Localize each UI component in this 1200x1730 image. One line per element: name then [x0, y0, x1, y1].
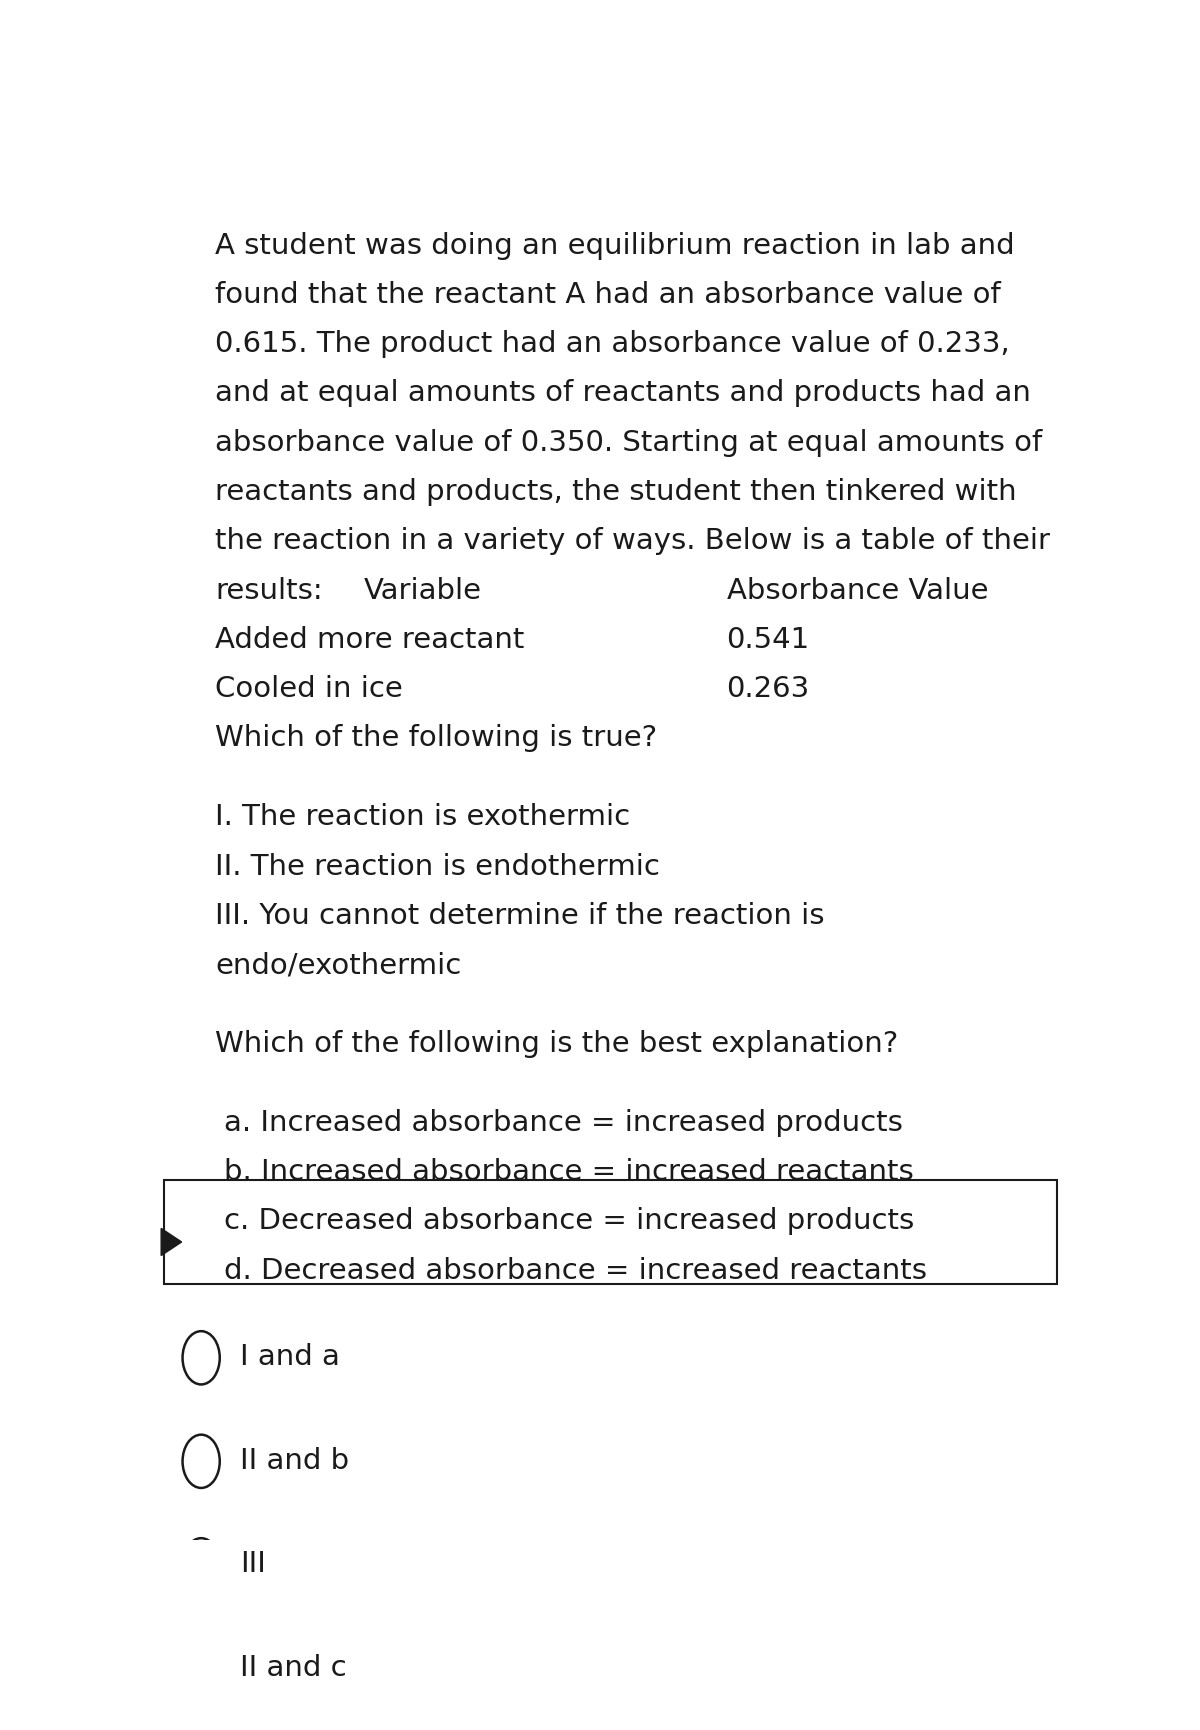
Text: 0.263: 0.263: [727, 675, 810, 702]
Text: the reaction in a variety of ways. Below is a table of their: the reaction in a variety of ways. Below…: [215, 528, 1050, 555]
Text: III. You cannot determine if the reaction is: III. You cannot determine if the reactio…: [215, 901, 824, 931]
Text: Which of the following is true?: Which of the following is true?: [215, 725, 658, 753]
Text: endo/exothermic: endo/exothermic: [215, 952, 461, 979]
Text: II and c: II and c: [240, 1654, 347, 1682]
Text: b. Increased absorbance = increased reactants: b. Increased absorbance = increased reac…: [224, 1157, 914, 1187]
Text: Added more reactant: Added more reactant: [215, 626, 524, 654]
Polygon shape: [161, 1228, 181, 1256]
Text: found that the reactant A had an absorbance value of: found that the reactant A had an absorba…: [215, 280, 1001, 310]
Text: results:: results:: [215, 576, 323, 604]
Text: d. Decreased absorbance = increased reactants: d. Decreased absorbance = increased reac…: [224, 1256, 928, 1285]
Text: Variable: Variable: [364, 576, 482, 604]
Text: II. The reaction is endothermic: II. The reaction is endothermic: [215, 853, 660, 881]
Text: and at equal amounts of reactants and products had an: and at equal amounts of reactants and pr…: [215, 379, 1031, 408]
Text: III: III: [240, 1550, 266, 1578]
Text: 0.541: 0.541: [727, 626, 810, 654]
Text: Absorbance Value: Absorbance Value: [727, 576, 988, 604]
Bar: [164, 1180, 1057, 1284]
Text: II and b: II and b: [240, 1446, 349, 1474]
Text: Which of the following is the best explanation?: Which of the following is the best expla…: [215, 1029, 899, 1059]
Text: c. Decreased absorbance = increased products: c. Decreased absorbance = increased prod…: [224, 1208, 914, 1235]
Text: Cooled in ice: Cooled in ice: [215, 675, 403, 702]
Text: reactants and products, the student then tinkered with: reactants and products, the student then…: [215, 477, 1016, 505]
Text: 0.615. The product had an absorbance value of 0.233,: 0.615. The product had an absorbance val…: [215, 330, 1010, 358]
Text: absorbance value of 0.350. Starting at equal amounts of: absorbance value of 0.350. Starting at e…: [215, 429, 1043, 457]
Text: I and a: I and a: [240, 1342, 340, 1370]
Text: a. Increased absorbance = increased products: a. Increased absorbance = increased prod…: [224, 1109, 904, 1137]
Text: A student was doing an equilibrium reaction in lab and: A student was doing an equilibrium react…: [215, 232, 1015, 260]
Text: I. The reaction is exothermic: I. The reaction is exothermic: [215, 803, 630, 832]
